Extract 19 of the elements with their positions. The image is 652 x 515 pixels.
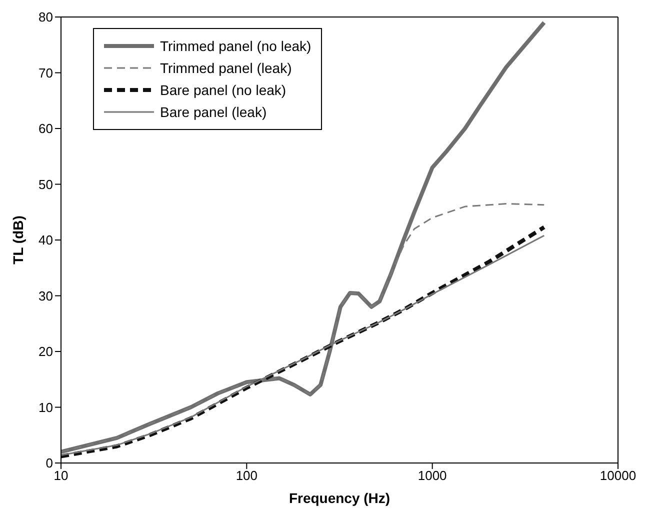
y-tick-label: 30: [38, 288, 53, 304]
y-tick-label: 10: [38, 400, 53, 415]
y-tick-label: 80: [38, 10, 53, 25]
y-tick-label: 70: [38, 65, 53, 80]
x-tick-label: 10000: [600, 468, 636, 484]
x-tick-label: 100: [236, 468, 258, 484]
y-tick-label: 50: [38, 176, 53, 192]
y-tick-label: 0: [46, 456, 53, 471]
legend-label: Bare panel (no leak): [160, 82, 286, 98]
y-tick-label: 60: [38, 121, 53, 136]
y-tick-label: 40: [38, 232, 53, 248]
legend-label: Trimmed panel (leak): [160, 60, 292, 76]
legend-label: Bare panel (leak): [160, 104, 267, 120]
x-tick-label: 10: [54, 468, 68, 484]
y-tick-label: 20: [38, 344, 53, 360]
legend-label: Trimmed panel (no leak): [160, 38, 312, 54]
x-tick-label: 1000: [418, 468, 447, 484]
x-axis-title: Frequency (Hz): [288, 490, 390, 506]
y-axis-title: TL (dB): [10, 216, 26, 264]
